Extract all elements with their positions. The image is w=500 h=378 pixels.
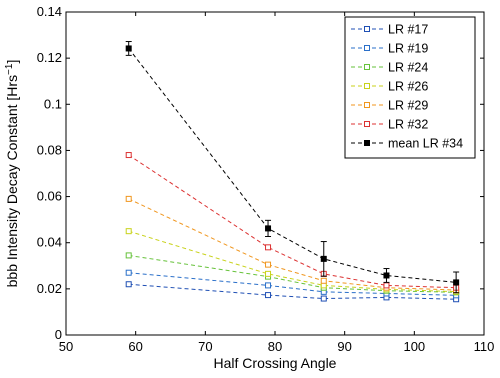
y-tick-label: 0.12	[37, 50, 62, 65]
data-point	[125, 281, 132, 288]
data-point	[383, 282, 390, 289]
data-point	[125, 45, 132, 52]
y-tick-label: 0.1	[44, 96, 62, 111]
x-axis-ticks: 50 60 70 80 90 100 110	[59, 12, 495, 354]
data-point	[125, 228, 132, 235]
series-line	[128, 272, 457, 296]
legend-swatch-marker	[364, 26, 370, 32]
legend-entry-label: LR #19	[388, 42, 428, 56]
legend-swatch-marker	[364, 45, 370, 51]
x-axis-label: Half Crossing Angle	[214, 355, 337, 371]
x-tick-label: 110	[474, 339, 495, 354]
series-line	[128, 48, 457, 283]
data-point	[265, 261, 272, 268]
y-tick-label: 0.06	[37, 189, 62, 204]
y-axis-label-main: bbb Intensity Decay Constant [Hrs	[4, 75, 20, 287]
x-tick-label: 50	[59, 339, 73, 354]
data-point	[265, 282, 272, 289]
data-point	[125, 195, 132, 202]
data-point	[320, 255, 327, 262]
data-point	[265, 270, 272, 277]
data-point	[320, 277, 327, 284]
y-axis-label-end: ]	[4, 60, 20, 64]
series-layer	[125, 41, 460, 303]
y-tick-label: 0.08	[37, 142, 62, 157]
y-axis-ticks: 0 0.02 0.04 0.06 0.08 0.1 0.12 0.14	[37, 4, 484, 342]
legend-swatch-marker	[364, 121, 370, 127]
legend-swatch-marker	[364, 140, 370, 146]
y-tick-label: 0.02	[37, 281, 62, 296]
y-axis-label-superscript: −1	[4, 63, 15, 75]
legend-entry-label: LR #32	[388, 118, 428, 132]
legend-swatch-marker	[364, 64, 370, 70]
legend: LR #17 LR #19 LR #24 LR #26 LR #29 LR #32 mean…	[344, 16, 476, 159]
data-point	[125, 269, 132, 276]
series-line	[128, 254, 457, 293]
legend-swatch-marker	[364, 83, 370, 89]
legend-entry-label: LR #29	[388, 99, 428, 113]
series-line	[128, 230, 457, 293]
series-line	[128, 198, 457, 291]
series-line	[128, 154, 457, 289]
legend-entry-label: mean LR #34	[388, 137, 463, 151]
data-point	[383, 272, 390, 279]
x-tick-label: 60	[128, 339, 142, 354]
y-tick-label: 0.14	[37, 4, 62, 19]
data-point	[265, 292, 272, 299]
plot-area	[125, 41, 460, 303]
legend-swatch-marker	[364, 102, 370, 108]
y-axis-label: bbb Intensity Decay Constant [Hrs−1]	[4, 60, 21, 288]
data-point	[453, 279, 460, 286]
x-tick-label: 90	[337, 339, 351, 354]
legend-entry-label: LR #17	[388, 23, 428, 37]
data-point	[265, 244, 272, 251]
data-point	[125, 252, 132, 259]
data-point	[265, 225, 272, 232]
x-tick-label: 100	[403, 339, 425, 354]
x-tick-label: 80	[268, 339, 282, 354]
series-line	[128, 283, 457, 300]
data-point	[320, 295, 327, 302]
x-tick-label: 70	[198, 339, 212, 354]
legend-entry-label: LR #24	[388, 61, 428, 75]
data-point	[125, 152, 132, 159]
legend-entry-label: LR #26	[388, 80, 428, 94]
y-tick-label: 0.04	[37, 235, 62, 250]
y-tick-label: 0	[55, 327, 62, 342]
